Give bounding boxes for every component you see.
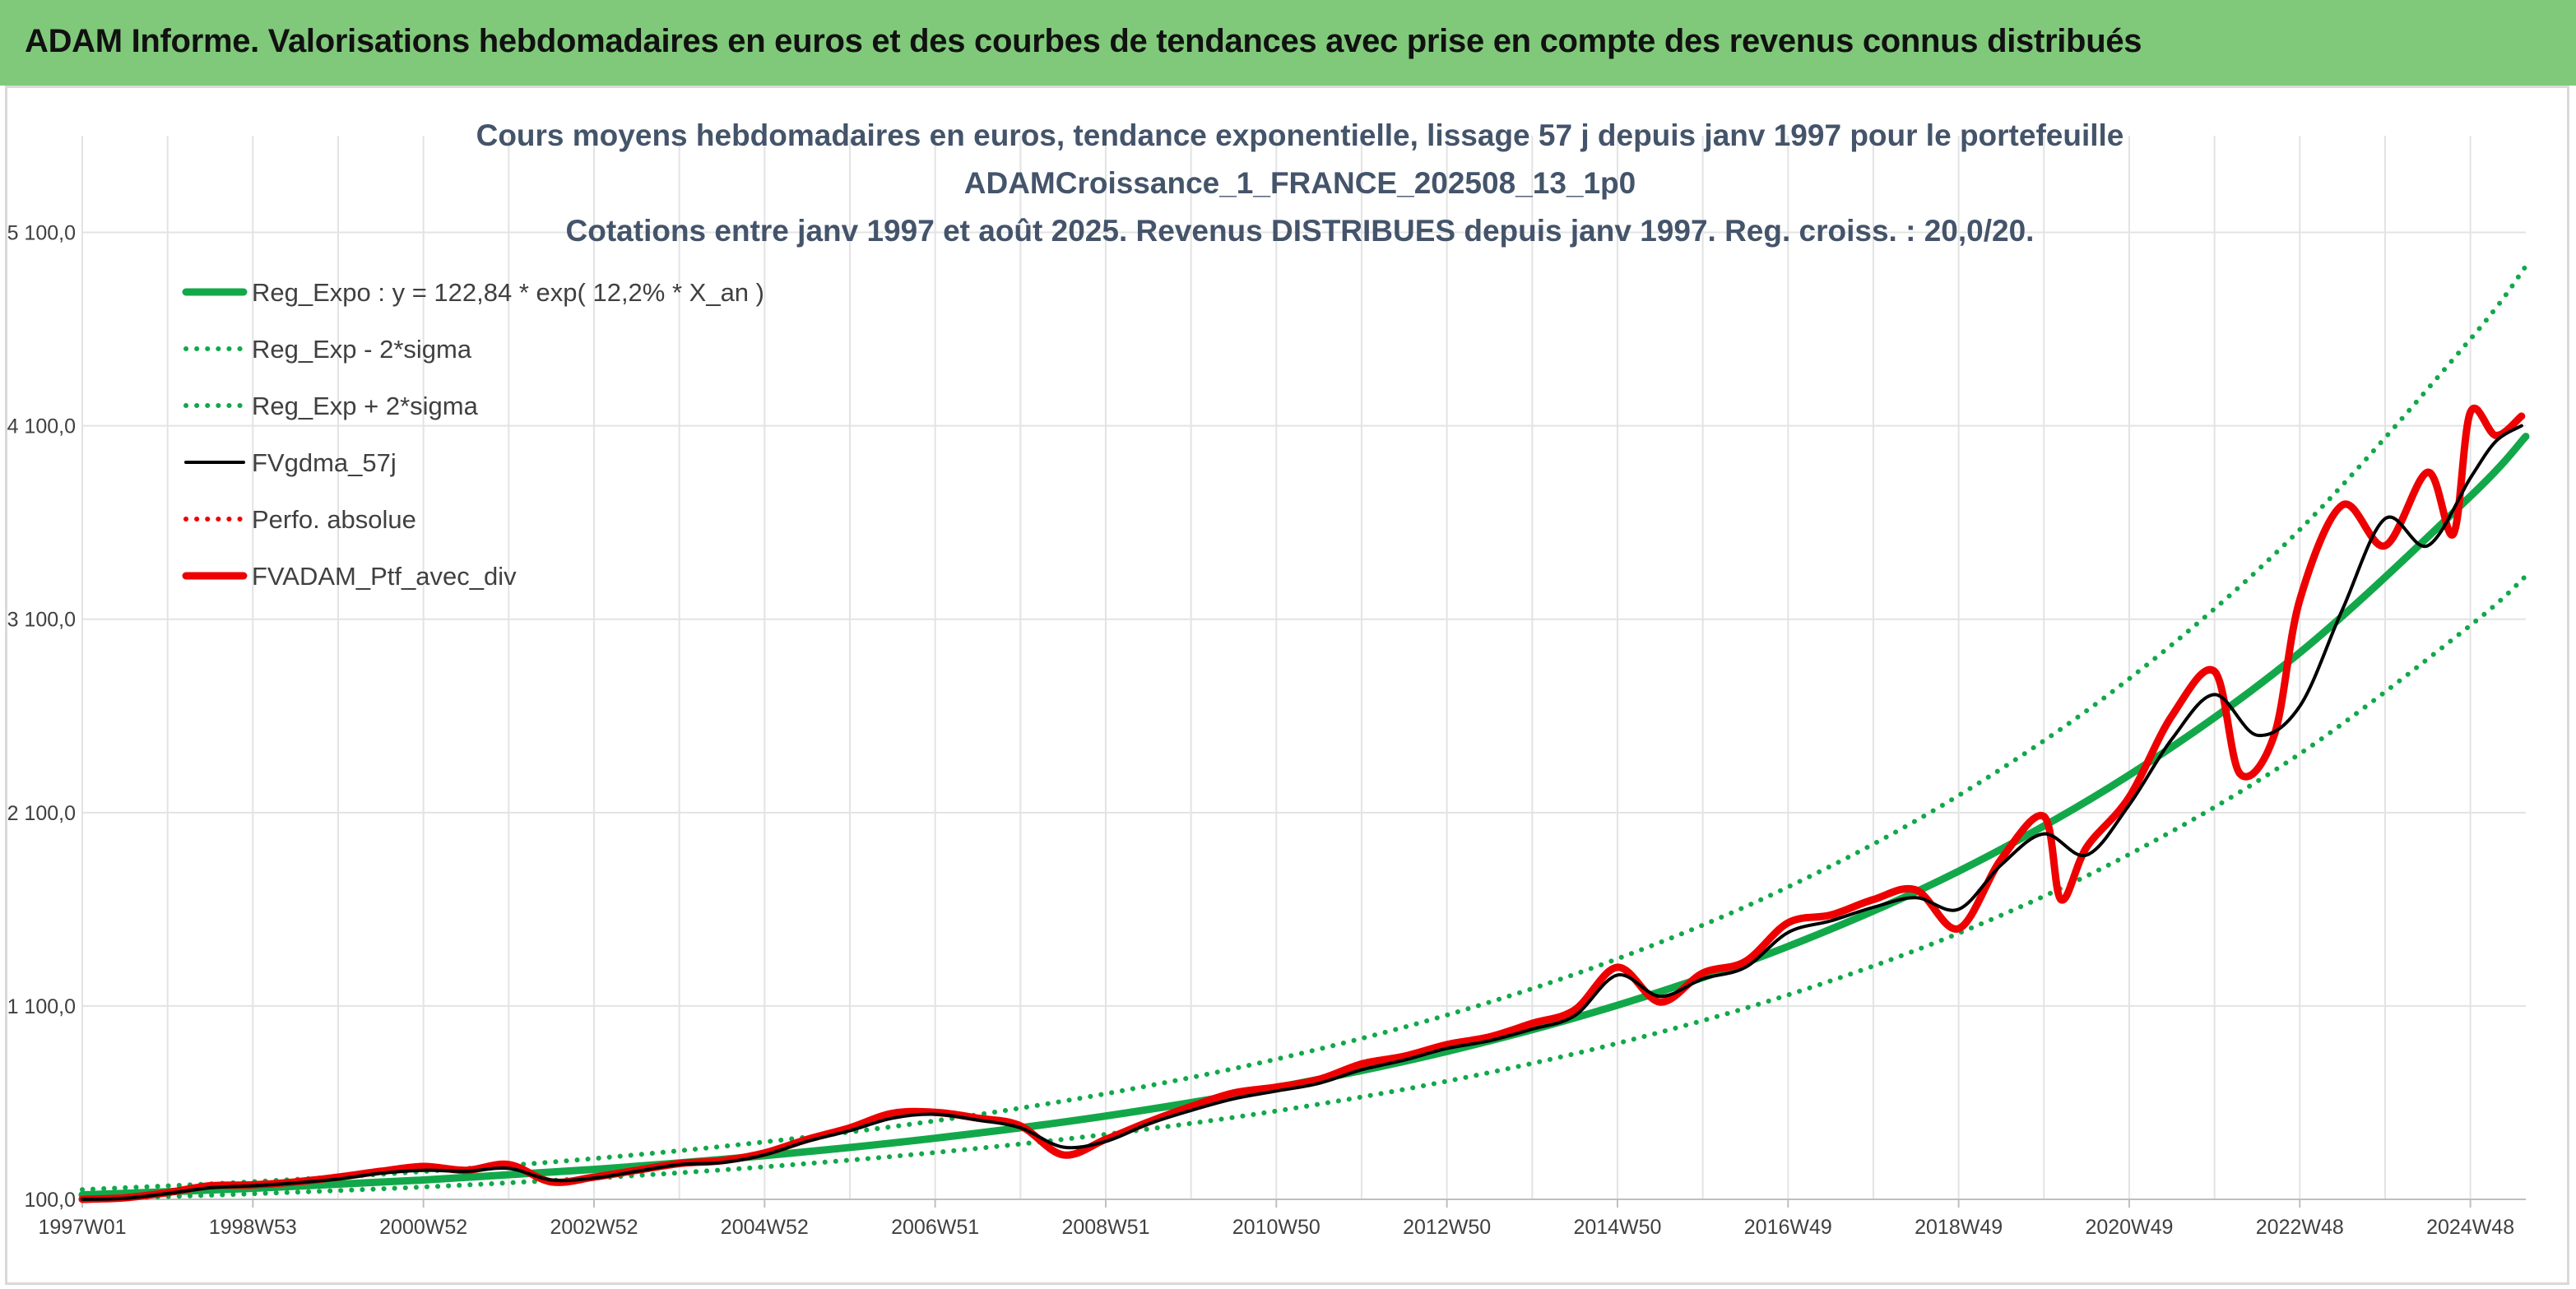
legend-label: FVgdma_57j [252,448,397,477]
smoothed-line [81,424,2523,1201]
legend-label: Reg_Exp + 2*sigma [252,392,479,420]
x-tick-label: 1997W01 [38,1216,126,1239]
y-tick-label: 1 100,0 [7,995,76,1018]
x-tick-label: 2004W52 [721,1216,809,1239]
x-tick-label: 2002W52 [550,1216,638,1239]
y-tick-label: 5 100,0 [7,222,76,245]
x-tick-label: 2014W50 [1573,1216,1661,1239]
legend-label: Reg_Exp - 2*sigma [252,335,472,364]
chart-title-line: ADAMCroissance_1_FRANCE_202508_13_1p0 [964,166,1636,200]
series-lines [78,263,2530,1203]
x-tick-label: 2016W49 [1744,1216,1832,1239]
chart-title-line: Cotations entre janv 1997 et août 2025. … [566,214,2035,248]
gridlines [81,136,2526,1200]
report-title: ADAM Informe. Valorisations hebdomadaire… [25,23,2142,59]
legend-label: FVADAM_Ptf_avec_div [252,562,517,591]
lower-band-line [80,573,2528,1202]
x-tick-label: 2018W49 [1915,1216,2003,1239]
y-tick-label: 4 100,0 [7,415,76,438]
chart-title: Cours moyens hebdomadaires en euros, ten… [476,118,2124,248]
x-tick-label: 2012W50 [1403,1216,1491,1239]
x-tick-label: 2022W48 [2256,1216,2344,1239]
y-tick-label: 3 100,0 [7,609,76,632]
x-tick-label: 2010W50 [1232,1216,1320,1239]
x-tick-label: 1998W53 [209,1216,297,1239]
x-tick-label: 2020W49 [2085,1216,2173,1239]
axis-ticks: 100,0 1 100,0 2 100,0 3 100,0 4 100,0 5 100,0… [7,222,2515,1239]
upper-band-line [80,263,2528,1193]
x-tick-label: 2006W51 [891,1216,979,1239]
legend-label: Reg_Expo : y = 122,84 * exp( 12,2% * X_a… [252,278,764,307]
y-tick-label: 2 100,0 [7,802,76,825]
legend: Reg_Expo : y = 122,84 * exp( 12,2% * X_a… [182,278,764,591]
legend-label: Perfo. absolue [252,505,416,534]
report-banner: ADAM Informe. Valorisations hebdomadaire… [0,0,2576,86]
chart-title-line: Cours moyens hebdomadaires en euros, ten… [476,118,2124,152]
x-tick-label: 2000W52 [379,1216,467,1239]
y-tick-label: 100,0 [24,1189,76,1212]
portfolio-line [78,404,2526,1203]
x-tick-label: 2024W48 [2426,1216,2514,1239]
x-tick-label: 2008W51 [1061,1216,1149,1239]
